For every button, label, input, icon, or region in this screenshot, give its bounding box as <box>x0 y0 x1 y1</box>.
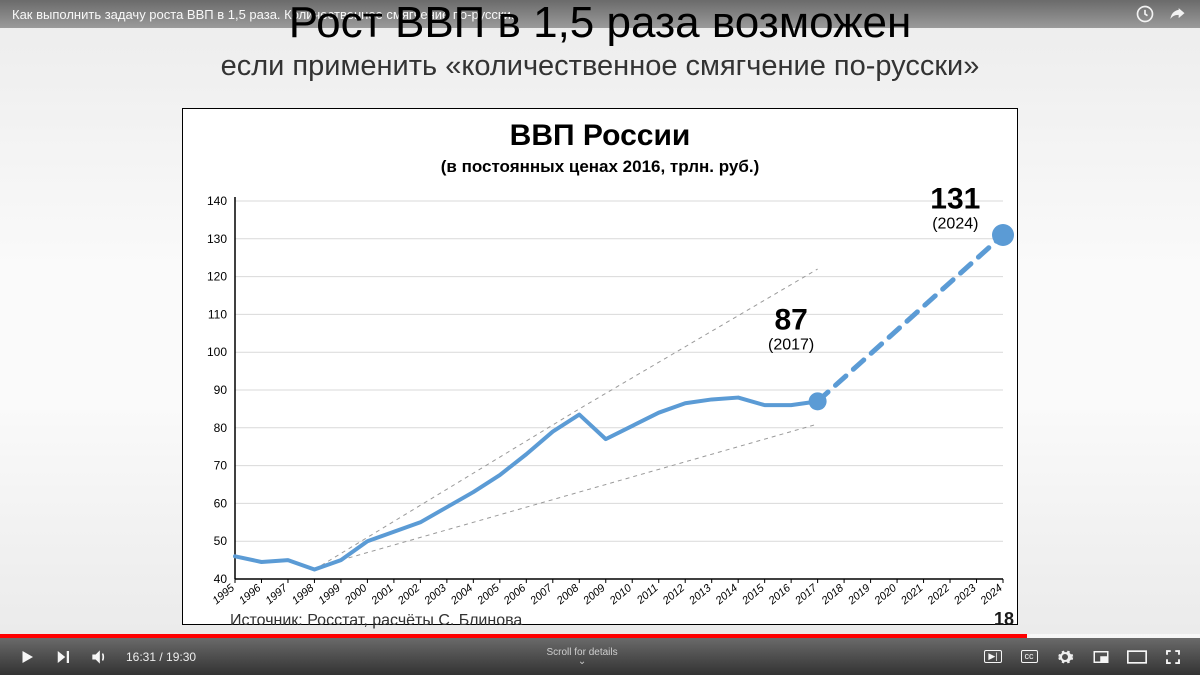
svg-text:2015: 2015 <box>739 582 767 608</box>
svg-text:2012: 2012 <box>660 582 687 608</box>
slide-content: Рост ВВП в 1,5 раза возможен если примен… <box>0 4 1200 638</box>
svg-text:120: 120 <box>207 270 227 284</box>
svg-text:2004: 2004 <box>448 582 475 608</box>
svg-text:2013: 2013 <box>686 582 714 608</box>
svg-text:2014: 2014 <box>713 582 740 608</box>
svg-text:(2017): (2017) <box>768 337 814 354</box>
gdp-chart: ВВП России (в постоянных ценах 2016, трл… <box>182 108 1018 625</box>
svg-text:2005: 2005 <box>475 582 503 608</box>
svg-text:110: 110 <box>208 307 227 321</box>
svg-text:2021: 2021 <box>898 582 925 608</box>
slide-number: 18 <box>994 609 1014 630</box>
svg-text:1997: 1997 <box>263 582 290 607</box>
svg-text:80: 80 <box>214 421 228 435</box>
volume-button[interactable] <box>84 642 114 672</box>
svg-text:131: 131 <box>930 183 980 216</box>
svg-text:2010: 2010 <box>607 582 635 608</box>
svg-text:2008: 2008 <box>554 582 582 608</box>
svg-text:2019: 2019 <box>845 582 872 608</box>
svg-text:1996: 1996 <box>237 582 264 607</box>
svg-text:70: 70 <box>214 459 228 473</box>
total-duration: 19:30 <box>166 650 196 664</box>
slide-heading: Рост ВВП в 1,5 раза возможен <box>0 0 1200 48</box>
svg-text:60: 60 <box>214 496 228 510</box>
miniplayer-button[interactable] <box>1086 642 1116 672</box>
chart-plot-area: 4050607080901001101201301401995199619971… <box>183 109 1019 626</box>
svg-text:2022: 2022 <box>925 582 952 608</box>
scroll-hint[interactable]: Scroll for details⌄ <box>196 647 968 667</box>
svg-text:40: 40 <box>214 572 228 586</box>
current-time: 16:31 <box>126 650 156 664</box>
svg-text:(2024): (2024) <box>932 216 978 233</box>
play-button[interactable] <box>12 642 42 672</box>
svg-text:130: 130 <box>207 232 227 246</box>
svg-text:2017: 2017 <box>792 582 820 608</box>
next-button[interactable] <box>48 642 78 672</box>
fullscreen-button[interactable] <box>1158 642 1188 672</box>
svg-text:2000: 2000 <box>342 582 370 608</box>
theater-mode-button[interactable] <box>1122 642 1152 672</box>
svg-text:2009: 2009 <box>580 582 607 608</box>
slide-subheading: если применить «количественное смягчение… <box>0 50 1200 83</box>
chart-source: Источник: Росстат, расчёты С. Блинова <box>230 612 522 630</box>
svg-text:2023: 2023 <box>951 582 979 608</box>
svg-text:140: 140 <box>207 194 227 208</box>
svg-text:50: 50 <box>214 534 228 548</box>
svg-text:1999: 1999 <box>316 582 342 607</box>
captions-button[interactable]: cc <box>1014 642 1044 672</box>
video-time: 16:31 / 19:30 <box>126 650 196 664</box>
svg-text:2024: 2024 <box>978 582 1005 608</box>
video-controls: 16:31 / 19:30 Scroll for details⌄ ▶| cc <box>0 638 1200 675</box>
settings-button[interactable] <box>1050 642 1080 672</box>
svg-text:2006: 2006 <box>501 582 529 608</box>
svg-text:2002: 2002 <box>395 582 422 608</box>
svg-text:100: 100 <box>207 345 227 359</box>
svg-text:1998: 1998 <box>290 582 317 607</box>
svg-text:2007: 2007 <box>527 582 555 608</box>
autoplay-toggle[interactable]: ▶| <box>978 642 1008 672</box>
svg-text:90: 90 <box>214 383 228 397</box>
svg-text:2020: 2020 <box>872 582 900 608</box>
svg-text:2003: 2003 <box>422 582 450 608</box>
svg-text:2001: 2001 <box>369 582 396 608</box>
svg-text:2016: 2016 <box>766 582 794 608</box>
svg-text:87: 87 <box>774 304 807 337</box>
svg-text:2011: 2011 <box>634 582 661 607</box>
svg-text:2018: 2018 <box>819 582 847 608</box>
